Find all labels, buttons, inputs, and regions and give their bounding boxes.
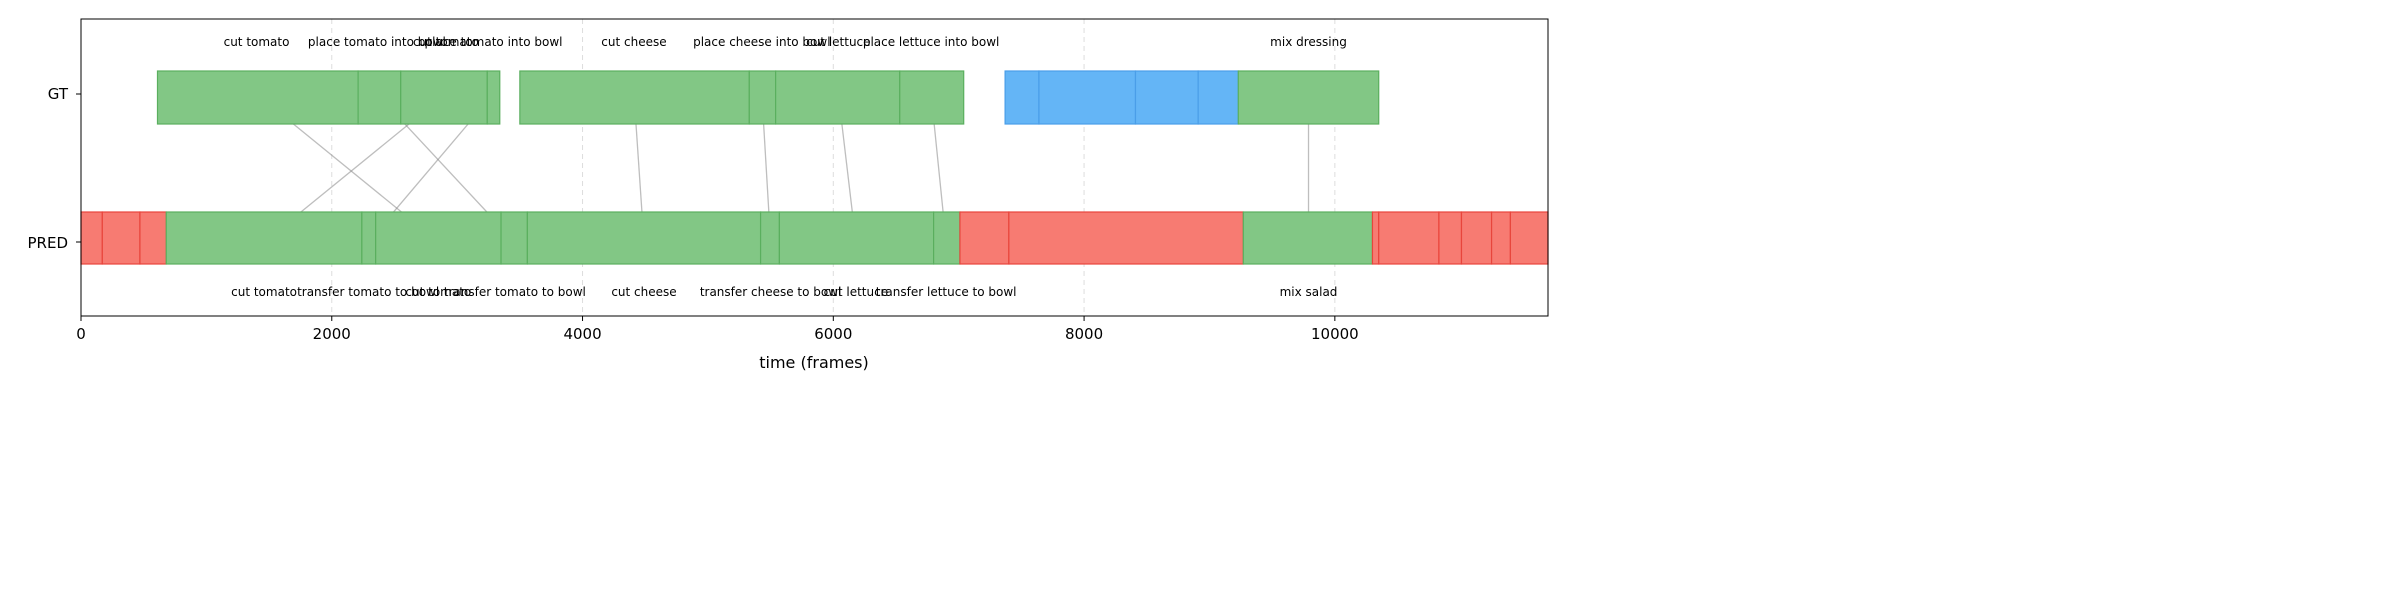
gt-segment-correct [775,70,901,125]
pred-segment-label: cut lettuce [824,285,888,299]
gt-segment-missed [1134,70,1199,125]
pred-segment-correct [526,211,762,265]
gt-segment-label: cut tomato [413,35,479,49]
x-tick-label: 0 [76,325,86,343]
x-tick-label: 10000 [1311,325,1359,343]
x-tick-label: 4000 [563,325,601,343]
pred-segment-wrong [80,211,103,265]
pred-segment-correct [778,211,935,265]
x-tick-label: 2000 [313,325,351,343]
gt-segment-correct [486,70,501,125]
pred-segment-correct [165,211,363,265]
gt-segment-label: cut tomato [224,35,290,49]
y-tick-label-gt: GT [48,85,69,103]
pred-segment-wrong [1490,211,1511,265]
pred-segment-correct [1242,211,1374,265]
gt-segment-label: place tomato into bowl [308,35,446,49]
gt-segment-missed [1004,70,1040,125]
pred-segment-label: cut tomato [231,285,297,299]
pred-segment-wrong [1438,211,1463,265]
pred-segment-wrong [1509,211,1549,265]
pred-segment-wrong [959,211,1010,265]
gt-segment-label: place tomato into bowl [425,35,563,49]
pred-segment-correct [759,211,780,265]
chart-background [0,0,1568,392]
gt-segment-label: cut cheese [601,35,666,49]
pred-segment-wrong [101,211,141,265]
gt-segment-correct [400,70,488,125]
gt-segment-correct [1237,70,1380,125]
gt-segment-label: mix dressing [1270,35,1347,49]
pred-segment-label: mix salad [1280,285,1338,299]
pred-segment-correct [375,211,502,265]
x-axis-label: time (frames) [759,353,869,372]
pred-segment-label: transfer cheese to bowl [700,285,842,299]
gt-segment-correct [899,70,965,125]
gt-segment-correct [519,70,750,125]
gt-segment-label: cut lettuce [806,35,870,49]
gt-segment-label: place lettuce into bowl [863,35,1000,49]
gt-segment-correct [357,70,402,125]
y-axis: GT PRED [28,85,81,252]
gt-segment-missed [1197,70,1239,125]
x-tick-label: 8000 [1065,325,1103,343]
plot-frame [80,18,1549,317]
pred-segment-label: transfer tomato to bowl [444,285,586,299]
gt-segment-correct [156,70,359,125]
pred-segment-label: cut cheese [611,285,676,299]
pred-segments [80,211,1549,265]
pred-segment-wrong [1378,211,1440,265]
x-tick-label: 6000 [814,325,852,343]
pred-segment-label: transfer lettuce to bowl [876,285,1017,299]
x-axis: 0 2000 4000 6000 8000 10000 [76,316,1359,343]
pred-segment-wrong [1371,211,1380,265]
pred-segment-correct [500,211,528,265]
gt-segment-label: place cheese into bowl [693,35,830,49]
pred-segment-wrong [1008,211,1244,265]
pred-segment-correct [361,211,377,265]
pred-segment-label: transfer tomato to bowl [297,285,439,299]
pred-segment-label: cut tomato [405,285,471,299]
pred-segment-wrong [1460,211,1493,265]
y-tick-label-pred: PRED [28,234,69,252]
gt-segments [156,70,1380,125]
pred-segment-correct [933,211,961,265]
gt-segment-correct [748,70,777,125]
gt-segment-missed [1038,70,1137,125]
grid-lines [331,19,1336,316]
pred-segment-wrong [139,211,167,265]
